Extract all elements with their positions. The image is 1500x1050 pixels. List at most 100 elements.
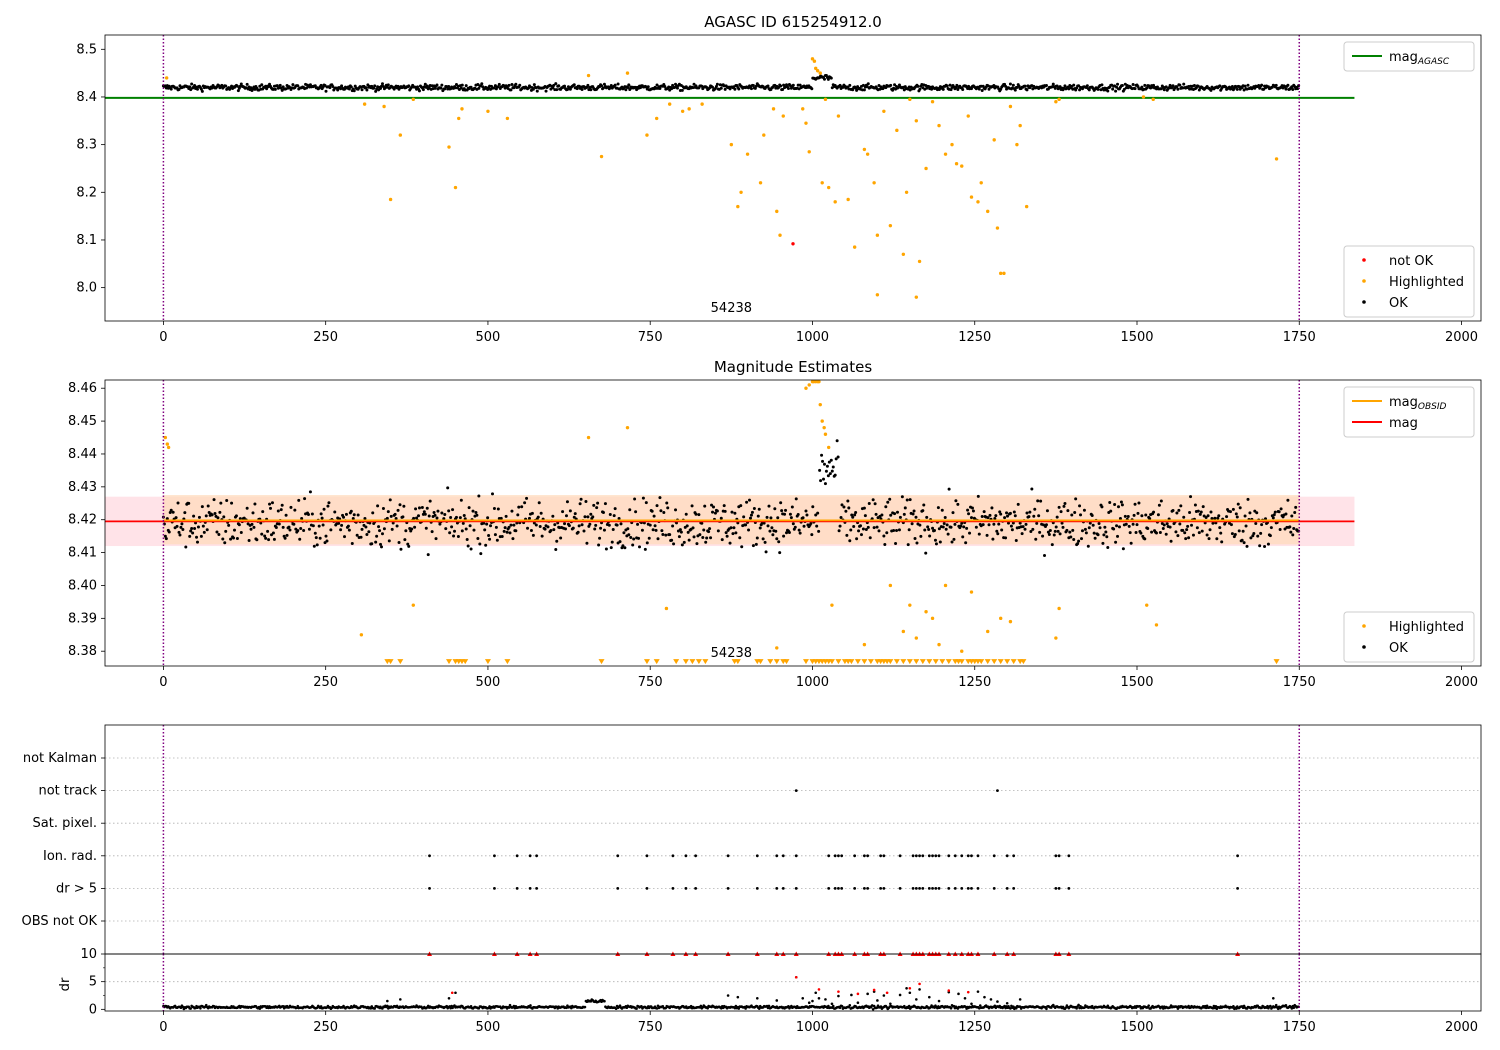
ok-point: [874, 512, 878, 516]
ok-point: [782, 83, 786, 87]
ok-point: [1057, 505, 1061, 509]
highlighted-below-axis-marker: [757, 659, 764, 665]
x-tick-label: 2000: [1445, 1020, 1478, 1035]
ok-point: [632, 537, 636, 541]
ok-point: [494, 525, 498, 529]
ok-point: [296, 529, 300, 533]
legend-marker-not OK: [1362, 258, 1366, 262]
ok-point: [529, 528, 533, 532]
ok-point: [1157, 503, 1161, 507]
ok-point: [1033, 507, 1037, 511]
ok-point: [1182, 82, 1186, 86]
ok-point: [888, 497, 892, 501]
ok-point: [520, 505, 524, 509]
ok-point: [980, 514, 984, 518]
highlighted-point: [359, 633, 364, 637]
ok-point: [619, 522, 623, 526]
highlighted-below-axis-marker: [1020, 659, 1027, 665]
ok-point: [720, 538, 724, 542]
ok-point: [484, 543, 488, 547]
ok-point: [948, 83, 952, 87]
ok-point: [1123, 514, 1127, 518]
flag-point: [684, 854, 688, 858]
ok-point: [1271, 516, 1275, 520]
ok-point: [477, 86, 481, 90]
ok-point: [440, 83, 444, 87]
ok-point: [482, 521, 486, 525]
ok-point: [607, 523, 611, 527]
ok-point: [1199, 510, 1203, 514]
flag-point: [934, 854, 938, 858]
dr-point: [817, 996, 821, 1000]
ok-point: [467, 506, 471, 510]
ok-point: [272, 537, 276, 541]
ok-point: [1234, 512, 1238, 516]
ok-point: [265, 87, 269, 91]
ok-point: [169, 87, 173, 91]
ok-point: [737, 87, 741, 91]
ok-point: [679, 530, 683, 534]
ok-point: [575, 87, 579, 91]
ok-point: [443, 87, 447, 91]
ok-point: [497, 82, 501, 86]
y-tick-label: 8.1: [76, 233, 97, 248]
flag-point: [428, 854, 431, 858]
highlighted-point: [930, 100, 935, 104]
highlighted-point: [625, 425, 630, 430]
ok-point: [633, 497, 637, 501]
ok-point: [374, 89, 378, 93]
ok-point: [769, 516, 773, 520]
ok-point: [476, 536, 480, 540]
ok-point: [815, 524, 819, 528]
ok-point: [188, 85, 192, 89]
y-tick-label: 8.3: [76, 138, 97, 153]
ok-point: [1066, 509, 1070, 513]
ok-point: [1093, 536, 1097, 540]
ok-point: [390, 527, 394, 531]
flag-point: [1005, 854, 1009, 858]
highlighted-point: [739, 190, 743, 194]
flag-point: [992, 887, 996, 890]
ok-point: [653, 524, 657, 528]
ok-point: [539, 511, 543, 515]
ok-point: [507, 83, 511, 87]
ok-point: [628, 508, 632, 512]
flag-point: [914, 854, 918, 858]
highlighted-point: [914, 636, 919, 640]
ok-point: [511, 537, 515, 541]
legend-label-Highlighted: Highlighted: [1389, 275, 1464, 290]
ok-point: [732, 526, 736, 530]
ok-point: [798, 531, 802, 535]
highlighted-point: [917, 259, 922, 264]
ok-point: [197, 515, 201, 519]
ok-point: [648, 523, 652, 527]
x-tick-label: 1750: [1283, 330, 1316, 345]
axes-frame: [104, 953, 1482, 1012]
ok-point: [1140, 85, 1144, 89]
ok-point: [725, 534, 729, 538]
ok-point: [367, 530, 371, 534]
highlighted-point: [382, 104, 386, 109]
ok-point: [1076, 542, 1080, 546]
highlighted-point: [700, 102, 704, 106]
ok-point: [1102, 533, 1106, 537]
ok-point: [778, 551, 782, 555]
ok-point: [627, 533, 631, 537]
panel-title: AGASC ID 615254912.0: [704, 13, 882, 31]
ok-point: [765, 515, 769, 519]
highlighted-point: [388, 197, 393, 202]
ok-point: [751, 544, 755, 548]
obsid-annotation: 54238: [711, 646, 752, 661]
ok-point: [168, 511, 172, 515]
highlighted-point: [645, 133, 649, 137]
ok-point: [927, 527, 931, 531]
ok-point: [627, 83, 631, 87]
ok-point: [526, 526, 530, 530]
highlighted-point: [979, 181, 983, 185]
ok-point: [555, 539, 559, 543]
ok-point: [291, 83, 295, 87]
ok-point: [915, 541, 919, 545]
ok-point: [831, 1004, 835, 1008]
ok-point: [859, 524, 863, 528]
x-tick-label: 0: [159, 675, 167, 690]
